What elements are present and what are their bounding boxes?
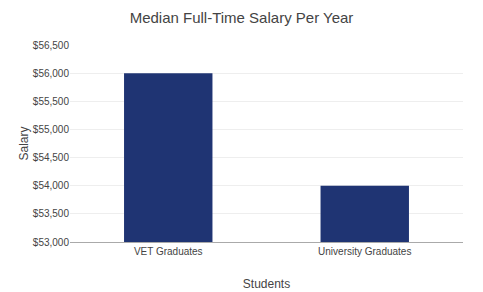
svg-text:VET Graduates: VET Graduates <box>134 246 203 257</box>
svg-text:Students: Students <box>243 277 290 291</box>
svg-text:$54,000: $54,000 <box>33 180 70 191</box>
svg-text:$53,500: $53,500 <box>33 208 70 219</box>
svg-text:$54,500: $54,500 <box>33 152 70 163</box>
svg-text:$53,000: $53,000 <box>33 237 70 248</box>
svg-text:Median Full-Time Salary Per Ye: Median Full-Time Salary Per Year <box>130 9 354 26</box>
svg-text:Salary: Salary <box>17 126 31 160</box>
svg-text:$56,500: $56,500 <box>33 40 70 51</box>
svg-text:$55,500: $55,500 <box>33 96 70 107</box>
svg-text:$56,000: $56,000 <box>33 68 70 79</box>
svg-text:University Graduates: University Graduates <box>318 246 411 257</box>
svg-text:$55,000: $55,000 <box>33 124 70 135</box>
